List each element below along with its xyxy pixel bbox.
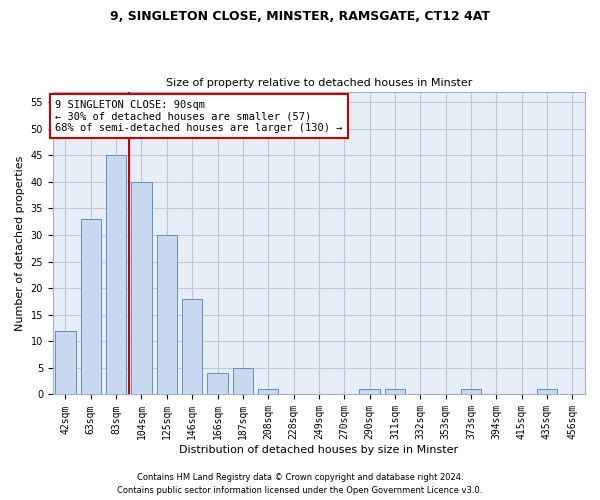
Title: Size of property relative to detached houses in Minster: Size of property relative to detached ho…	[166, 78, 472, 88]
Text: 9, SINGLETON CLOSE, MINSTER, RAMSGATE, CT12 4AT: 9, SINGLETON CLOSE, MINSTER, RAMSGATE, C…	[110, 10, 490, 23]
Bar	[461, 389, 481, 394]
Bar	[359, 389, 380, 394]
Bar	[80, 219, 101, 394]
Bar	[182, 299, 202, 394]
Bar	[55, 330, 76, 394]
Bar	[233, 368, 253, 394]
Bar	[537, 389, 557, 394]
Bar	[258, 389, 278, 394]
X-axis label: Distribution of detached houses by size in Minster: Distribution of detached houses by size …	[179, 445, 458, 455]
Bar	[106, 156, 126, 394]
Bar	[385, 389, 405, 394]
Bar	[131, 182, 152, 394]
Text: 9 SINGLETON CLOSE: 90sqm
← 30% of detached houses are smaller (57)
68% of semi-d: 9 SINGLETON CLOSE: 90sqm ← 30% of detach…	[55, 100, 343, 132]
Bar	[208, 373, 227, 394]
Text: Contains HM Land Registry data © Crown copyright and database right 2024.
Contai: Contains HM Land Registry data © Crown c…	[118, 474, 482, 495]
Bar	[157, 235, 177, 394]
Y-axis label: Number of detached properties: Number of detached properties	[15, 156, 25, 330]
